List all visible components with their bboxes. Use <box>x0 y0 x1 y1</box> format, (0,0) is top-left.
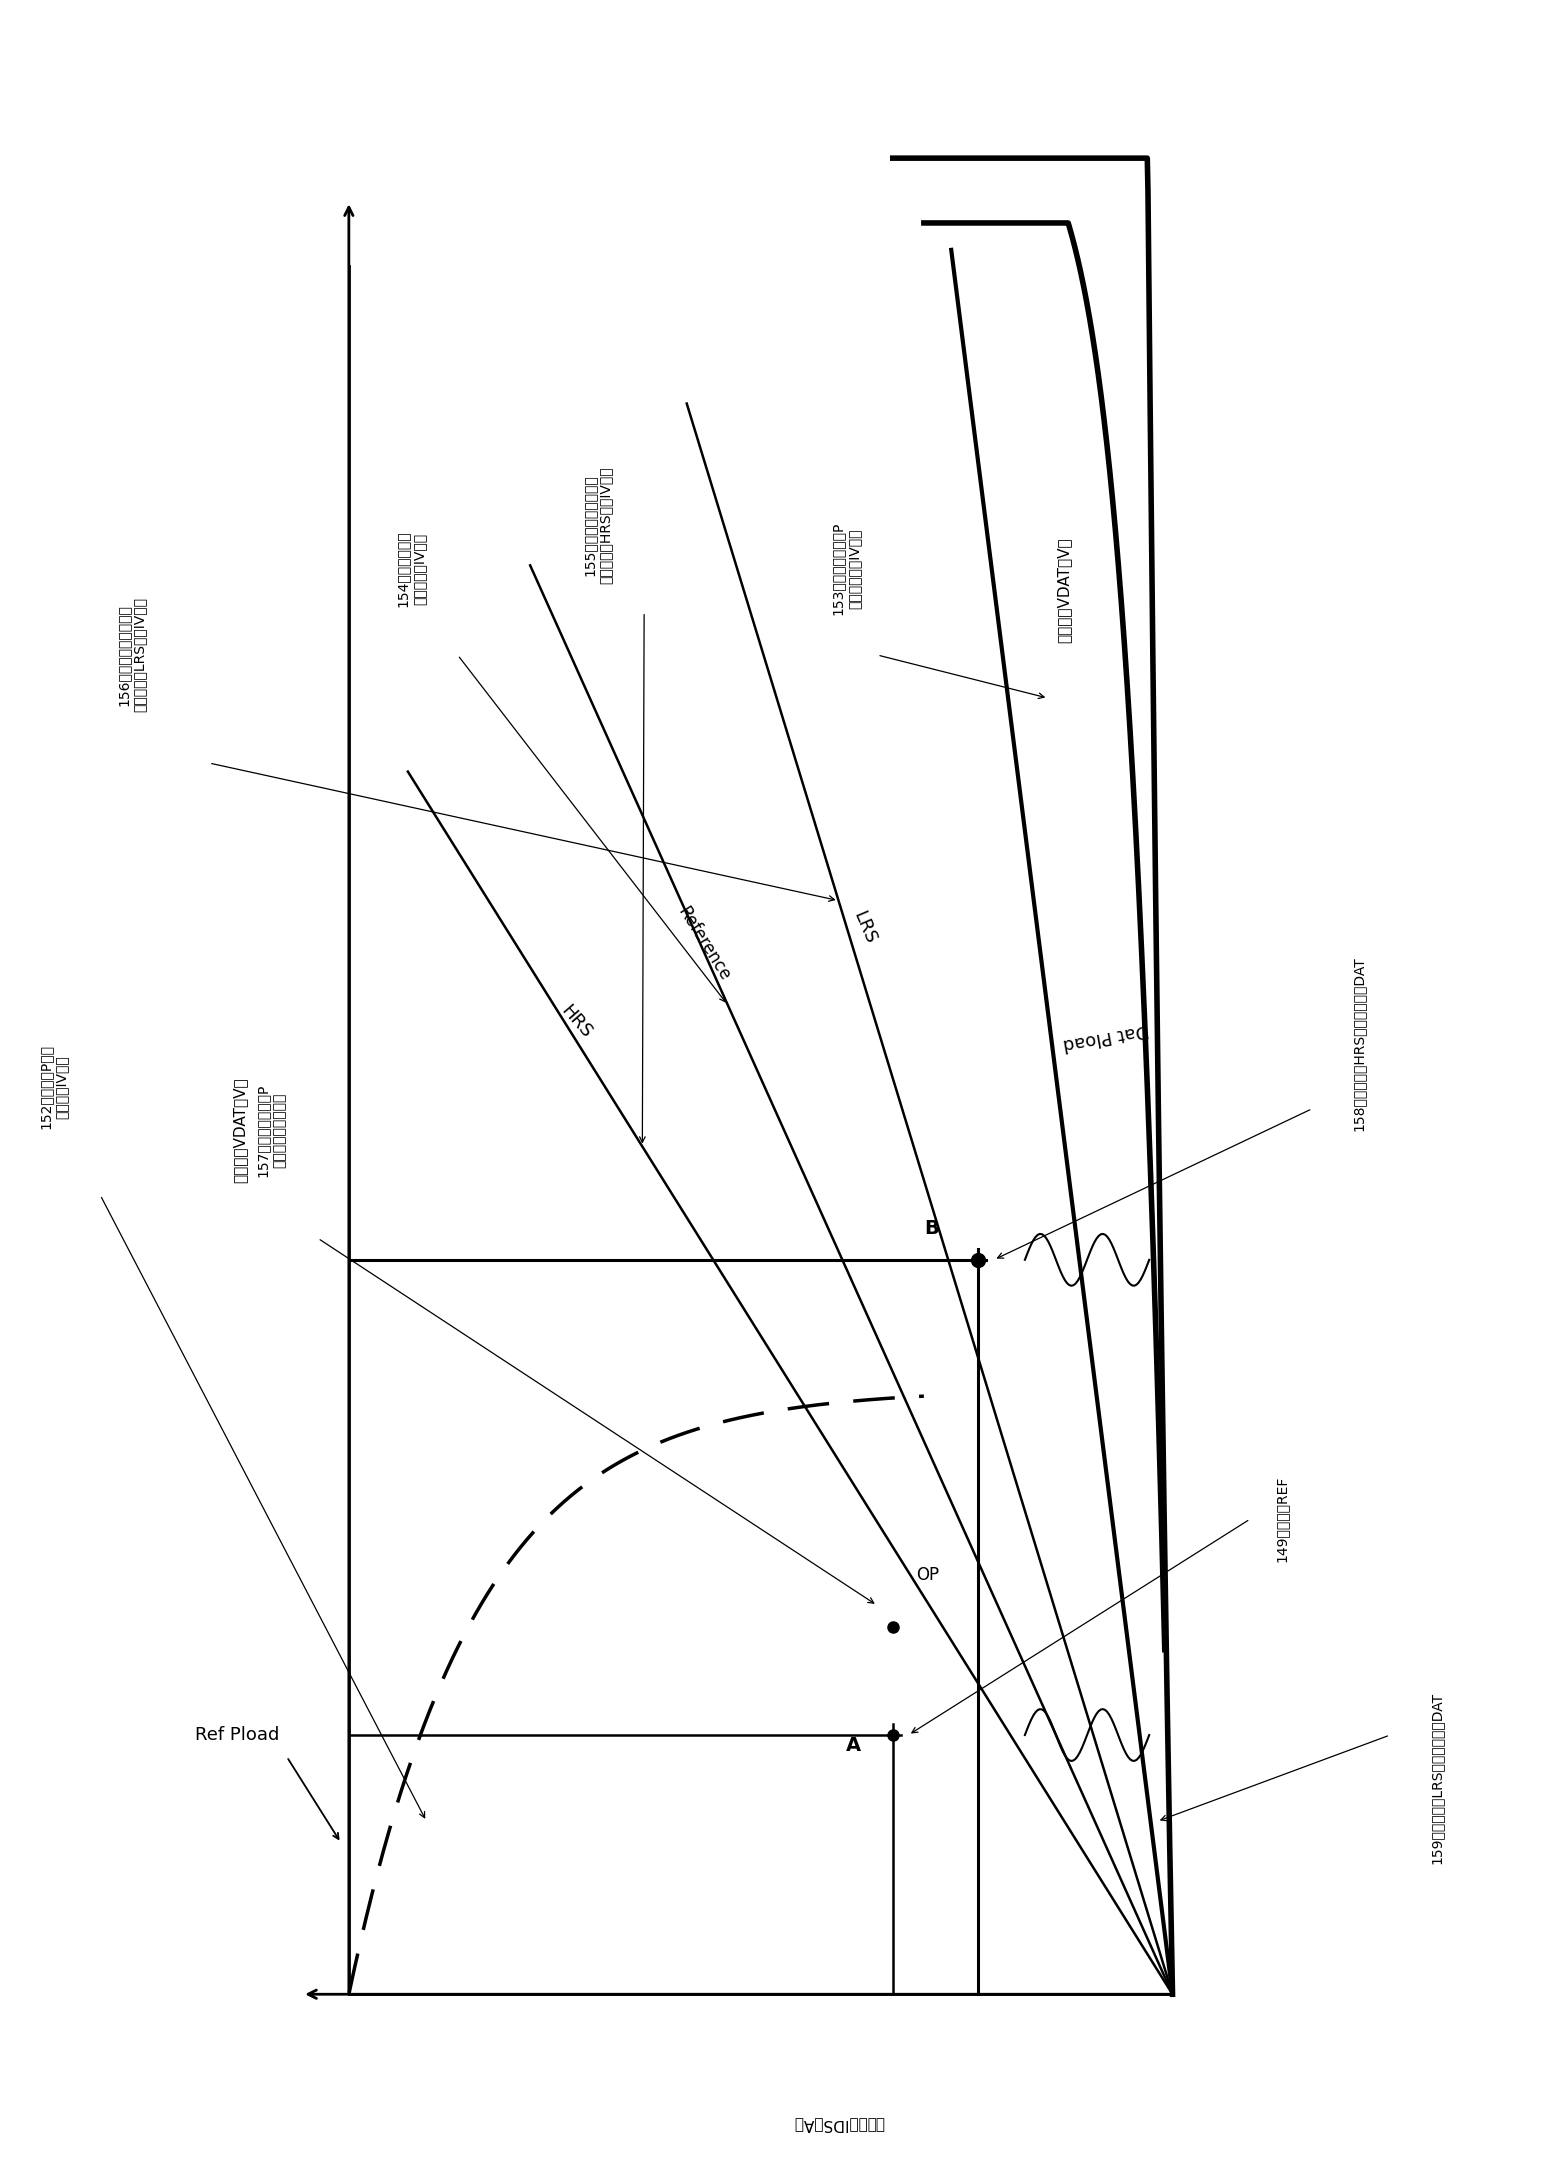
Text: Dat Pload: Dat Pload <box>1062 1020 1149 1054</box>
Text: 154参考俧输入的
等效电阶的IV特性: 154参考俧输入的 等效电阶的IV特性 <box>395 530 426 607</box>
Text: 159低电阴时（LRS）的输出电压DAT: 159低电阴时（LRS）的输出电压DAT <box>1430 1691 1444 1865</box>
Text: 152参考俧的P沟道
晶体管的IV特性: 152参考俧的P沟道 晶体管的IV特性 <box>39 1044 69 1130</box>
Text: A: A <box>847 1737 861 1754</box>
Text: 157存储器单元俧的P
沟道晶体管的动作点: 157存储器单元俧的P 沟道晶体管的动作点 <box>256 1083 287 1176</box>
Text: HRS: HRS <box>557 1002 594 1041</box>
Text: LRS: LRS <box>850 909 880 948</box>
Text: OP: OP <box>916 1565 939 1585</box>
Text: 153存储器单元俧的P
沟道晶体管的IV特性: 153存储器单元俧的P 沟道晶体管的IV特性 <box>831 522 861 615</box>
Text: 漏极电压VDAT［V］: 漏极电压VDAT［V］ <box>1057 537 1071 644</box>
Text: Reference: Reference <box>674 902 734 985</box>
Text: 漏极电压VDAT［V］: 漏极电压VDAT［V］ <box>232 1078 248 1183</box>
Text: 149输出电压REF: 149输出电压REF <box>1275 1476 1289 1563</box>
Text: B: B <box>924 1220 939 1239</box>
Text: 漏极电流IDS［A］: 漏极电流IDS［A］ <box>793 2115 884 2131</box>
Text: Ref Pload: Ref Pload <box>194 1726 279 1744</box>
Text: 155存储器单元俧输入的
等效电阶（HRS）的IV特性: 155存储器单元俧输入的 等效电阶（HRS）的IV特性 <box>582 467 613 585</box>
Text: 158高电阴时（HRS）的输出电压DAT: 158高电阴时（HRS）的输出电压DAT <box>1352 957 1366 1130</box>
Text: 156存储器单元俧输入的
等效电阶（LRS）的IV特性: 156存储器单元俧输入的 等效电阶（LRS）的IV特性 <box>116 598 146 713</box>
